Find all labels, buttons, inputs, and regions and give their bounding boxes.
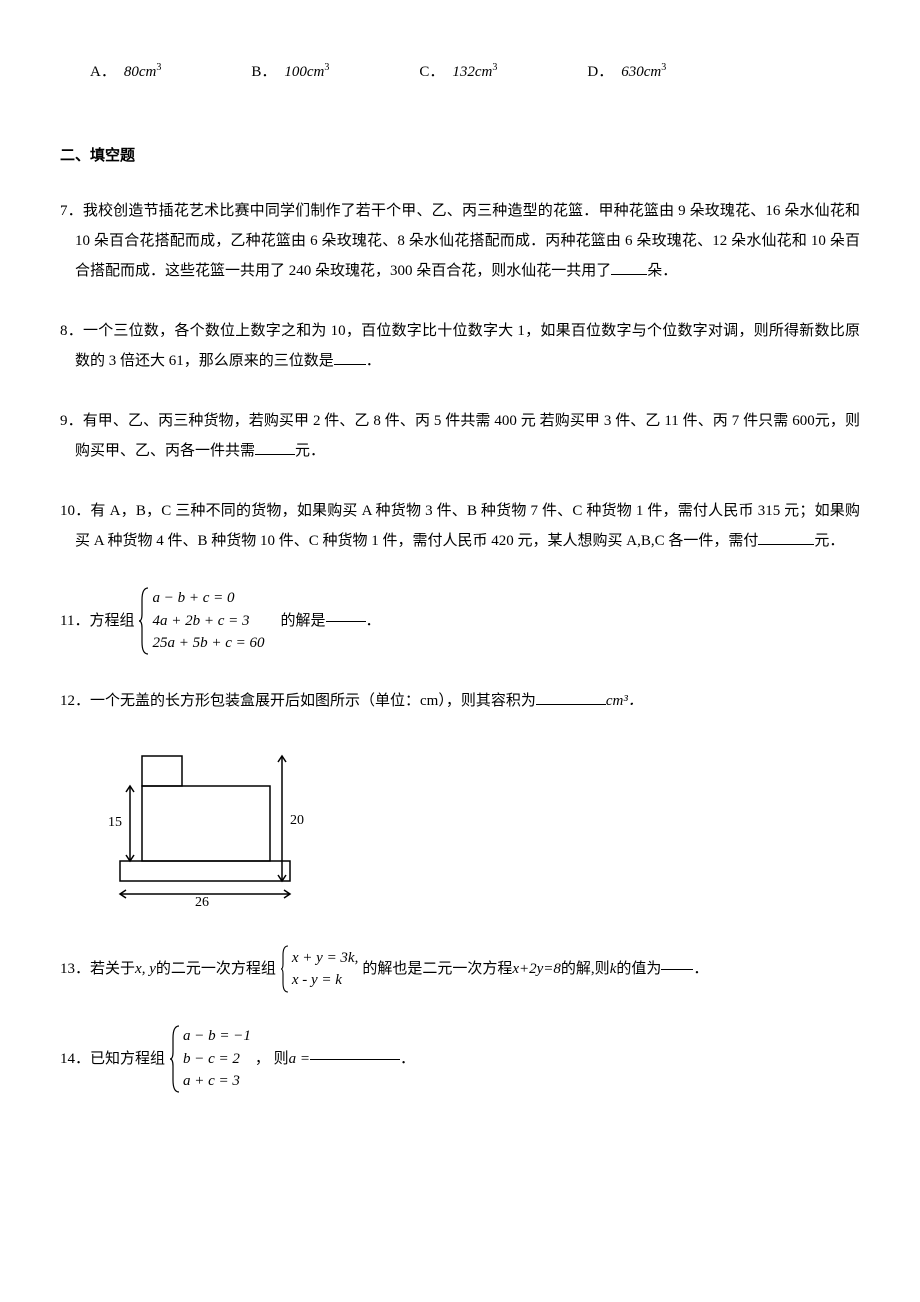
dim-26: 26 [195,895,209,906]
brace-icon [169,1024,181,1094]
q11-system: a − b + c = 0 4a + 2b + c = 3 25a + 5b +… [138,586,264,656]
q9-text-b: 元． [295,443,325,459]
option-c: C． 132cm3 [419,60,497,84]
q10-text-b: 元． [814,533,844,549]
q8-blank [334,364,366,365]
q11-eq1: a − b + c = 0 [152,587,264,610]
q12-unit: cm³． [606,693,643,709]
option-d: D． 630cm3 [587,60,666,84]
q13-var-k: k [610,956,617,983]
q13-suffix: ． [693,956,708,983]
brace-icon [280,944,290,994]
q13-vars: x, y [135,956,156,983]
option-b: B． 100cm3 [251,60,329,84]
q13-mid-c: 的值为 [616,956,661,983]
q8-text-b: ． [366,353,381,369]
option-a: A． 80cm3 [90,60,161,84]
question-9: 9．有甲、乙、丙三种货物，若购买甲 2 件、乙 8 件、丙 5 件共需 400 … [60,406,860,466]
option-d-label: D． [587,60,613,84]
q11-eq2: 4a + 2b + c = 3 [152,610,264,633]
question-11: 11． 方程组 a − b + c = 0 4a + 2b + c = 3 25… [60,586,860,656]
q9-num: 9． [60,413,83,429]
q10-text-a: 有 A，B，C 三种不同的货物，如果购买 A 种货物 3 件、B 种货物 7 件… [75,503,860,549]
question-13: 13． 若关于 x, y 的二元一次方程组 x + y = 3k, x - y … [60,944,860,994]
question-12: 12．一个无盖的长方形包装盒展开后如图所示（单位：cm），则其容积为 cm³． [60,686,860,716]
q14-eq1: a − b = −1 [183,1025,251,1048]
q10-blank [758,544,814,545]
q14-prefix: 已知方程组 [90,1046,165,1073]
q6-options-row: A． 80cm3 B． 100cm3 C． 132cm3 D． 630cm3 [60,60,860,84]
q13-prefix-a: 若关于 [90,956,135,983]
brace-icon [138,586,150,656]
question-7: 7．我校创造节插花艺术比赛中同学们制作了若干个甲、乙、丙三种造型的花篮．甲种花篮… [60,196,860,286]
q11-eq3: 25a + 5b + c = 60 [152,632,264,655]
option-a-value: 80cm3 [124,60,162,84]
q11-blank [326,621,366,622]
q13-system: x + y = 3k, x - y = k [280,944,358,994]
q11-suffix-a: 的解是 [281,608,326,635]
q11-prefix: 方程组 [89,608,134,635]
q7-num: 7． [60,203,83,219]
q13-eqn: x+2y=8 [512,956,561,983]
q13-eq1: x + y = 3k, [292,947,358,970]
dim-20: 20 [290,813,304,828]
q7-text-a: 我校创造节插花艺术比赛中同学们制作了若干个甲、乙、丙三种造型的花篮．甲种花篮由 … [75,203,860,279]
q11-num: 11． [60,608,89,635]
q12-blank [536,704,606,705]
q8-num: 8． [60,323,83,339]
q14-system: a − b = −1 b − c = 2 a + c = 3 [169,1024,251,1094]
q13-eq2: x - y = k [292,969,358,992]
q13-mid-a: 的解也是二元一次方程 [362,956,512,983]
question-14: 14． 已知方程组 a − b = −1 b − c = 2 a + c = 3… [60,1024,860,1094]
q14-mid-a: ， 则 [255,1046,289,1073]
q8-text-a: 一个三位数，各个数位上数字之和为 10，百位数字比十位数字大 1，如果百位数字与… [75,323,860,369]
option-b-label: B． [251,60,276,84]
option-d-value: 630cm3 [621,60,666,84]
q13-mid-b: 的解,则 [561,956,610,983]
question-10: 10．有 A，B，C 三种不同的货物，如果购买 A 种货物 3 件、B 种货物 … [60,496,860,556]
q7-text-b: 朵． [647,263,677,279]
q7-blank [611,274,647,275]
box-diagram-svg: 15 20 26 [90,746,310,906]
section-2-header: 二、填空题 [60,144,860,168]
q9-blank [255,454,295,455]
q12-text-a: 一个无盖的长方形包装盒展开后如图所示（单位：cm），则其容积为 [90,693,536,709]
option-c-value: 132cm3 [452,60,497,84]
q13-num: 13． [60,956,90,983]
q14-num: 14． [60,1046,90,1073]
q13-blank [661,969,693,970]
q14-suffix: ． [400,1046,415,1073]
q13-prefix-b: 的二元一次方程组 [156,956,276,983]
q14-blank [310,1059,400,1060]
q14-eq2: b − c = 2 [183,1048,251,1071]
q9-text-a: 有甲、乙、丙三种货物，若购买甲 2 件、乙 8 件、丙 5 件共需 400 元 … [75,413,860,459]
q14-var-a: a = [289,1046,310,1073]
option-c-label: C． [419,60,444,84]
q12-num: 12． [60,693,90,709]
q11-suffix-b: ． [366,608,381,635]
dim-15: 15 [108,815,122,830]
option-a-label: A． [90,60,116,84]
q10-num: 10． [60,503,90,519]
question-8: 8．一个三位数，各个数位上数字之和为 10，百位数字比十位数字大 1，如果百位数… [60,316,860,376]
option-b-value: 100cm3 [284,60,329,84]
q14-eq3: a + c = 3 [183,1070,251,1093]
box-unfold-diagram: 15 20 26 [90,746,860,914]
